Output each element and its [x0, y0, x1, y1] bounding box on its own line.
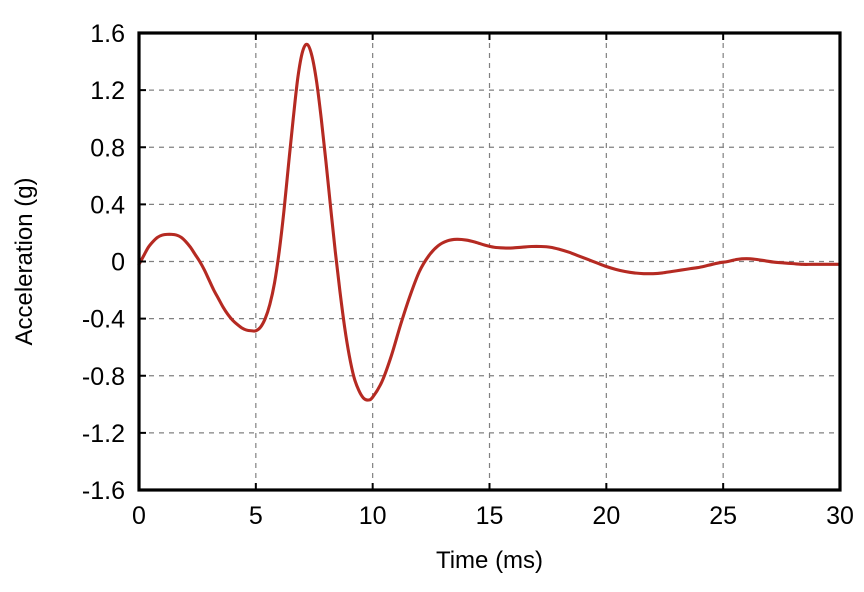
- y-axis-title: Acceleration (g): [11, 177, 38, 345]
- x-axis-tick-labels: 0 5 10 15 20 25 30: [132, 502, 854, 530]
- y-tick-label: 0.4: [90, 191, 125, 219]
- y-tick-label: -1.6: [82, 477, 125, 505]
- y-tick-label: -0.8: [82, 363, 125, 391]
- x-tick-label: 15: [476, 502, 504, 530]
- y-tick-label: 0.8: [90, 134, 125, 162]
- y-tick-label: 0: [111, 249, 125, 277]
- x-tick-label: 10: [359, 502, 387, 530]
- x-tick-label: 25: [709, 502, 737, 530]
- x-axis-title: Time (ms): [436, 547, 543, 574]
- axis-tickmarks: [138, 32, 841, 491]
- x-tick-label: 20: [592, 502, 620, 530]
- data-series-layer: [137, 42, 842, 402]
- y-tick-label: -0.4: [82, 306, 125, 334]
- x-tick-label: 30: [826, 502, 854, 530]
- y-tick-label: 1.2: [90, 77, 125, 105]
- y-axis-tick-labels: 1.6 1.2 0.8 0.4 0 -0.4 -0.8 -1.2 -1.6: [82, 20, 125, 505]
- x-tick-label: 0: [132, 502, 146, 530]
- data-series-line: [137, 42, 842, 402]
- x-tick-label: 5: [249, 502, 263, 530]
- y-tick-label: 1.6: [90, 20, 125, 48]
- y-tick-label: -1.2: [82, 420, 125, 448]
